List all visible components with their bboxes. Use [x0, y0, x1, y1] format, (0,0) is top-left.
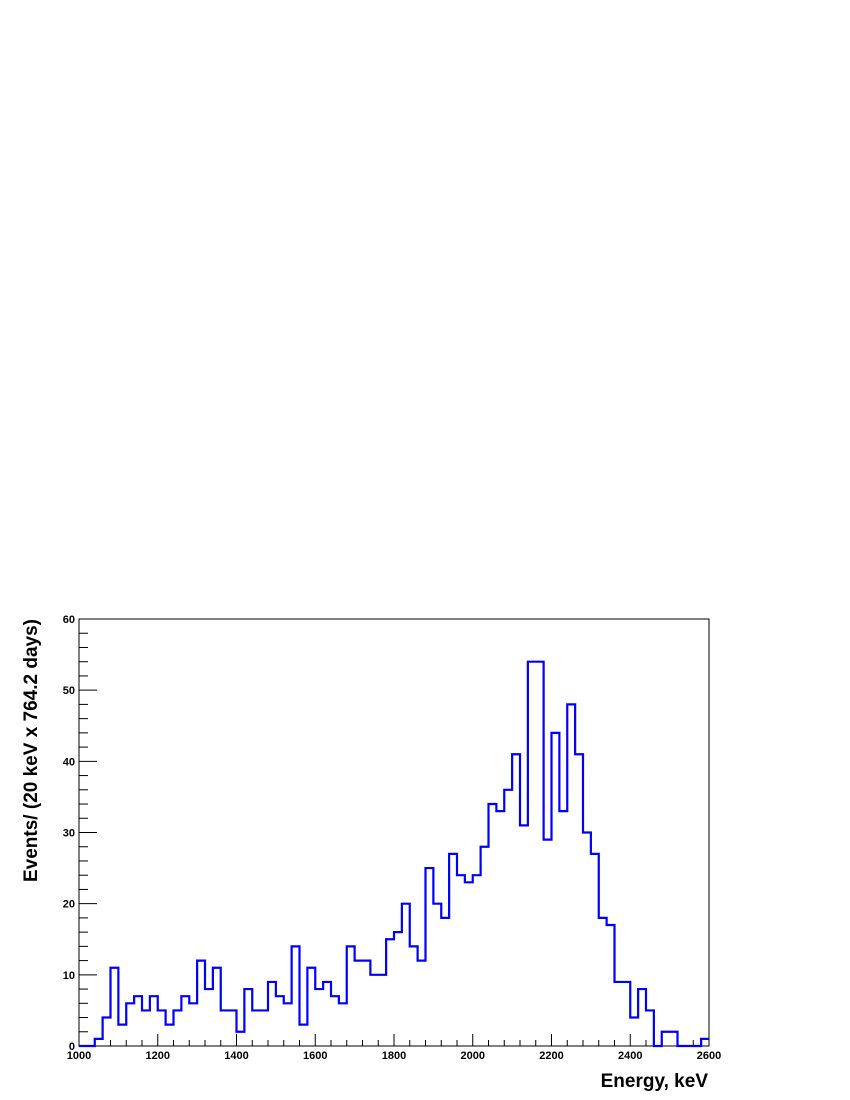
x-tick-label: 2000 [461, 1050, 485, 1062]
y-axis-ticks [79, 618, 97, 1047]
y-tick-label: 0 [69, 1041, 75, 1053]
y-tick-label: 50 [63, 685, 75, 697]
histogram-bins [79, 662, 709, 1046]
x-tick-label: 2600 [697, 1050, 721, 1062]
y-tick-label: 30 [63, 828, 75, 840]
x-axis-ticks [78, 1034, 710, 1046]
x-tick-label: 1600 [303, 1050, 327, 1062]
y-axis-title: Events/ (20 keV x 764.2 days) [21, 619, 42, 882]
x-tick-label: 2400 [618, 1050, 642, 1062]
y-tick-label: 10 [63, 970, 75, 982]
x-tick-label: 2200 [539, 1050, 563, 1062]
y-tick-label: 40 [63, 756, 75, 768]
x-axis-title: Energy, keV [601, 1071, 709, 1092]
y-tick-label: 60 [63, 614, 75, 626]
x-tick-label: 1800 [382, 1050, 406, 1062]
y-axis-tick-labels: 0 10 20 30 40 50 60 [63, 614, 75, 1053]
x-tick-label: 1000 [67, 1050, 91, 1062]
y-tick-label: 20 [63, 899, 75, 911]
x-axis-tick-labels: 1000 1200 1400 1600 1800 2000 2200 2400 2600 [67, 1050, 721, 1062]
histogram-outline [79, 660, 709, 1048]
x-tick-label: 1400 [224, 1050, 248, 1062]
x-tick-label: 1200 [146, 1050, 170, 1062]
